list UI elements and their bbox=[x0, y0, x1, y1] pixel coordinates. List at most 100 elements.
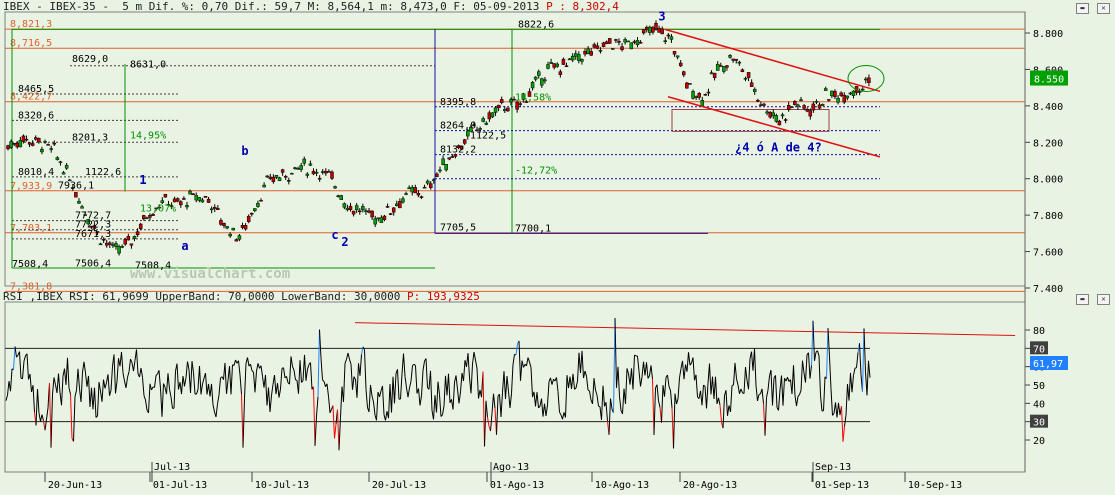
rsi-segment bbox=[185, 361, 188, 378]
rsi-segment bbox=[755, 385, 758, 401]
rsi-segment bbox=[782, 378, 785, 406]
candle-body bbox=[142, 215, 146, 220]
candle-body bbox=[182, 198, 186, 200]
candle-body bbox=[262, 184, 266, 188]
rsi-segment bbox=[851, 375, 854, 393]
candle-body bbox=[280, 169, 285, 173]
candle-body bbox=[422, 186, 427, 189]
current-price-label: 8.550 bbox=[1034, 75, 1064, 86]
rsi-segment bbox=[730, 385, 733, 412]
candle-body bbox=[734, 58, 738, 61]
date-label: 01-Sep-13 bbox=[815, 480, 869, 491]
candle-body bbox=[496, 104, 501, 109]
rsi-segment bbox=[823, 376, 826, 411]
rsi-segment bbox=[542, 403, 545, 417]
rsi-segment bbox=[637, 356, 640, 372]
rsi-segment bbox=[230, 364, 233, 395]
rsi-segment bbox=[182, 375, 185, 387]
rsi-segment bbox=[418, 388, 421, 406]
date-label: 10-Sep-13 bbox=[908, 480, 962, 491]
rsi-segment bbox=[32, 385, 35, 413]
rsi-segment bbox=[290, 356, 293, 367]
rsi-segment bbox=[127, 371, 130, 378]
rsi-segment bbox=[476, 368, 479, 399]
candle-body bbox=[52, 142, 57, 145]
rsi-segment bbox=[739, 388, 742, 394]
rsi-segment bbox=[848, 372, 851, 401]
fib-label: 8631,0 bbox=[130, 59, 166, 70]
candle-body bbox=[836, 97, 840, 103]
candle-body bbox=[583, 50, 587, 55]
rsi-segment bbox=[598, 405, 601, 408]
rsi-segment bbox=[70, 394, 73, 439]
rsi-segment bbox=[166, 373, 169, 395]
rsi-segment bbox=[170, 396, 173, 409]
rsi-segment bbox=[52, 377, 55, 395]
candle-body bbox=[475, 129, 479, 132]
rsi-minimize-button[interactable]: ▬ bbox=[1076, 294, 1089, 305]
candle-body bbox=[864, 78, 868, 81]
rsi-segment bbox=[128, 359, 131, 372]
candle-body bbox=[92, 225, 97, 229]
rsi-segment bbox=[46, 407, 49, 420]
rsi-segment bbox=[103, 379, 106, 389]
candle-body bbox=[413, 187, 418, 194]
rsi-segment bbox=[439, 394, 442, 417]
candle-body bbox=[191, 193, 195, 196]
rsi-segment bbox=[508, 391, 511, 409]
candle-body bbox=[314, 171, 319, 174]
rsi-close-button[interactable]: ✕ bbox=[1097, 294, 1110, 305]
candle-body bbox=[228, 233, 232, 237]
rsi-segment bbox=[338, 417, 341, 451]
candle-body bbox=[327, 171, 331, 173]
close-button[interactable]: ✕ bbox=[1097, 3, 1110, 14]
candle-body bbox=[808, 110, 813, 117]
fib-label: 1122,5 bbox=[470, 130, 506, 141]
date-label: 10-Ago-13 bbox=[595, 480, 649, 491]
rsi-segment bbox=[328, 396, 331, 413]
rsi-segment bbox=[314, 416, 317, 446]
rsi-band-30-label: 30 bbox=[1033, 418, 1045, 429]
rsi-segment bbox=[286, 376, 289, 383]
candle-body bbox=[644, 27, 649, 31]
rsi-segment bbox=[577, 352, 580, 382]
rsi-segment bbox=[832, 413, 835, 416]
candle-body bbox=[179, 201, 183, 206]
minimize-button[interactable]: ▬ bbox=[1076, 3, 1089, 14]
rsi-segment bbox=[734, 362, 737, 379]
rsi-segment bbox=[812, 320, 815, 361]
candle-body bbox=[654, 23, 658, 30]
rsi-segment bbox=[470, 363, 473, 394]
rsi-segment bbox=[673, 393, 676, 449]
candle-body bbox=[398, 201, 402, 209]
rsi-segment bbox=[574, 387, 577, 390]
fib-label: 8264,0 bbox=[440, 121, 476, 132]
candle-body bbox=[324, 170, 328, 174]
rsi-segment bbox=[190, 361, 193, 394]
rsi-segment bbox=[299, 360, 302, 383]
candle-body bbox=[441, 158, 445, 165]
candle-body bbox=[34, 137, 38, 140]
candle-body bbox=[212, 207, 217, 209]
rsi-segment bbox=[610, 398, 613, 409]
rsi-segment bbox=[244, 363, 247, 399]
rsi-segment bbox=[584, 370, 587, 377]
rsi-segment bbox=[626, 368, 629, 375]
rsi-segment bbox=[670, 390, 673, 409]
rsi-segment bbox=[409, 381, 412, 388]
candle-body bbox=[580, 59, 584, 62]
candle-body bbox=[358, 210, 362, 213]
candle-body bbox=[827, 99, 831, 101]
candle-body bbox=[484, 122, 489, 125]
candle-body bbox=[419, 196, 424, 198]
rsi-segment bbox=[641, 361, 644, 378]
rsi-segment bbox=[722, 395, 725, 429]
rsi-segment bbox=[688, 352, 691, 366]
rsi-segment bbox=[373, 401, 376, 416]
candle-body bbox=[293, 167, 297, 169]
rsi-segment bbox=[415, 365, 418, 394]
candle-body bbox=[509, 99, 513, 103]
candle-body bbox=[802, 105, 806, 109]
rsi-segment bbox=[122, 372, 125, 382]
